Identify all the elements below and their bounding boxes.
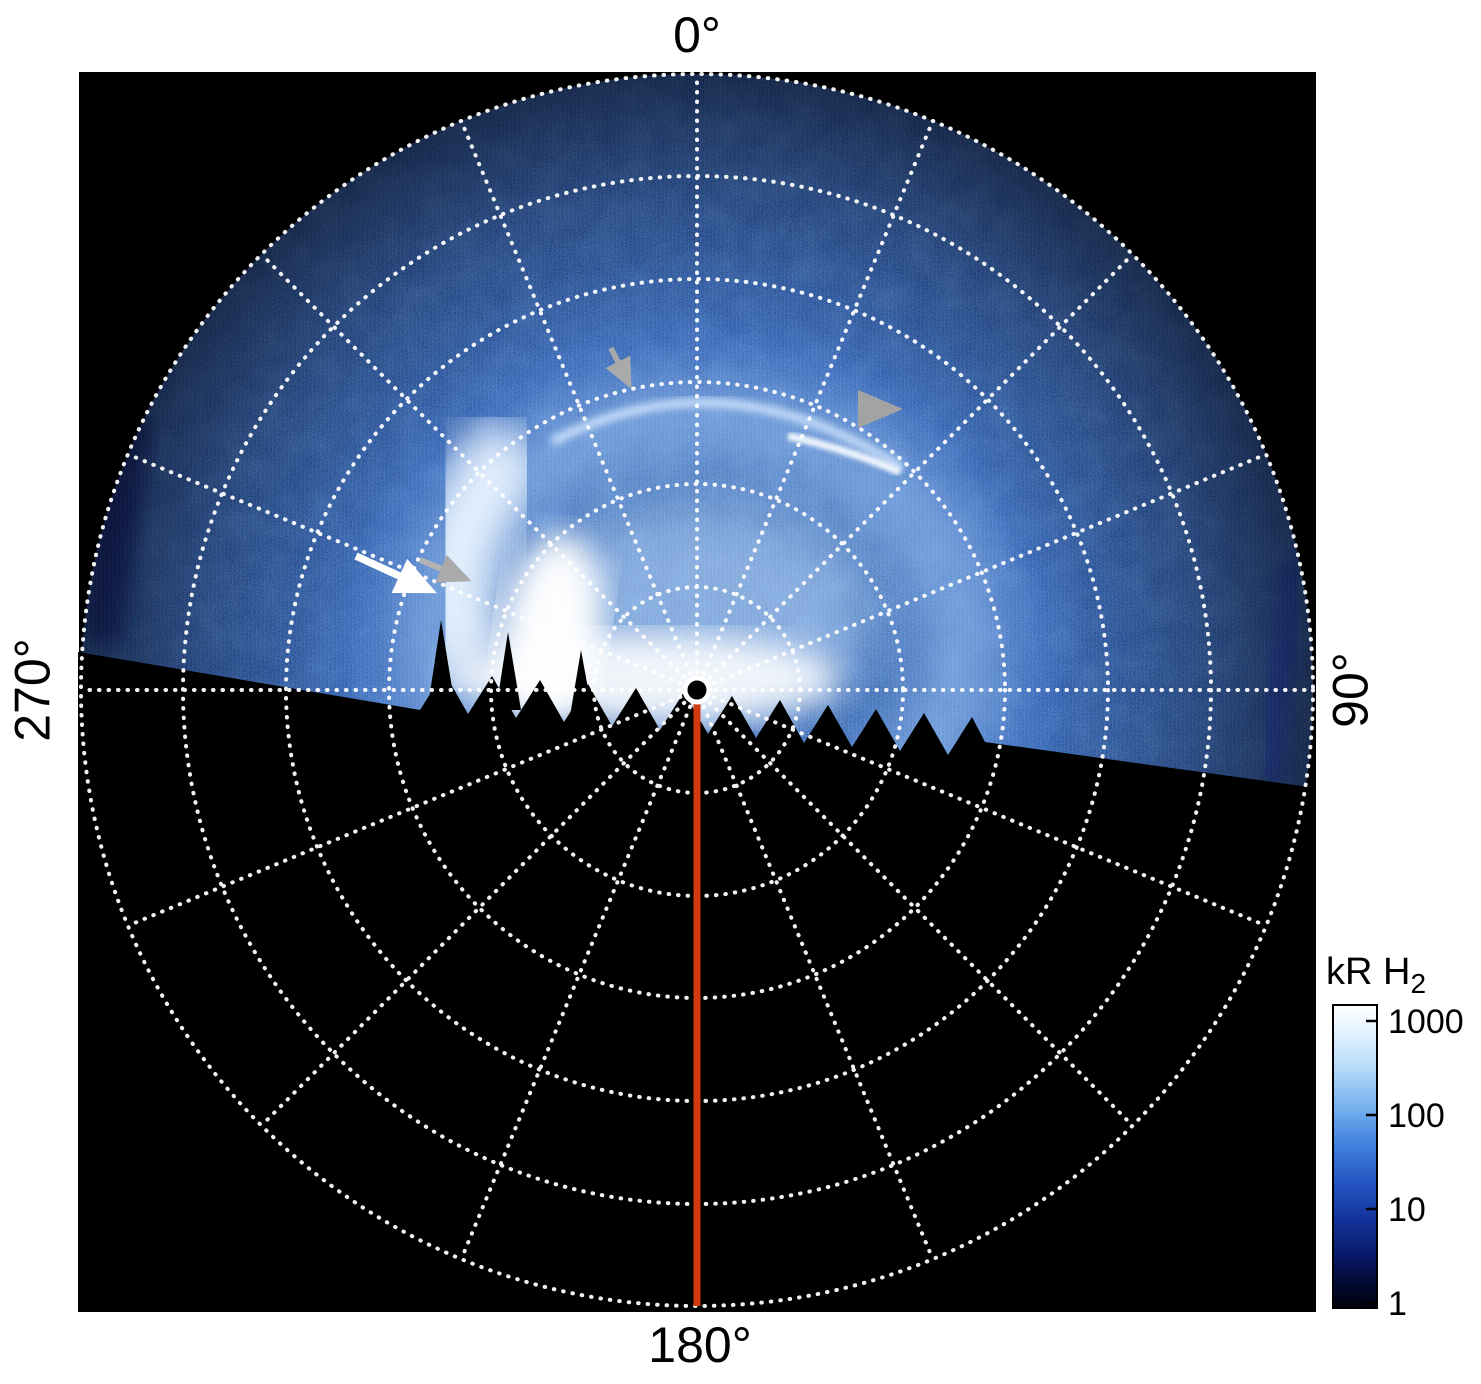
colorbar-title-sub: 2 xyxy=(1410,968,1426,999)
colorbar-tick-1: 1 xyxy=(1388,1285,1407,1323)
colorbar-tick-1000: 1000 xyxy=(1388,1003,1464,1041)
annotations xyxy=(354,346,903,594)
angle-label-0: 0° xyxy=(673,7,721,63)
pole-marker xyxy=(682,675,712,705)
colorbar-title-main: kR H xyxy=(1326,951,1410,993)
angle-label-270: 270° xyxy=(5,638,61,741)
grey-arrow-top xyxy=(605,346,632,389)
angle-label-180: 180° xyxy=(648,1317,751,1373)
colorbar-tick-labels: 1000 100 10 1 xyxy=(1388,1003,1464,1323)
colorbar: kR H2 1000 100 10 1 xyxy=(1326,951,1464,1323)
no-data-spikes xyxy=(428,620,593,716)
colorbar-tick-100: 100 xyxy=(1388,1097,1445,1135)
angle-labels: 0° 180° 270° 90° xyxy=(5,7,1379,1373)
angle-label-90: 90° xyxy=(1323,652,1379,728)
white-arrow xyxy=(354,552,437,594)
colorbar-gradient xyxy=(1332,1004,1378,1309)
grey-arrowhead-right xyxy=(858,390,903,428)
colorbar-title: kR H2 xyxy=(1326,951,1426,999)
colorbar-tickmarks xyxy=(1366,1019,1377,1305)
colorbar-tick-10: 10 xyxy=(1388,1191,1426,1229)
